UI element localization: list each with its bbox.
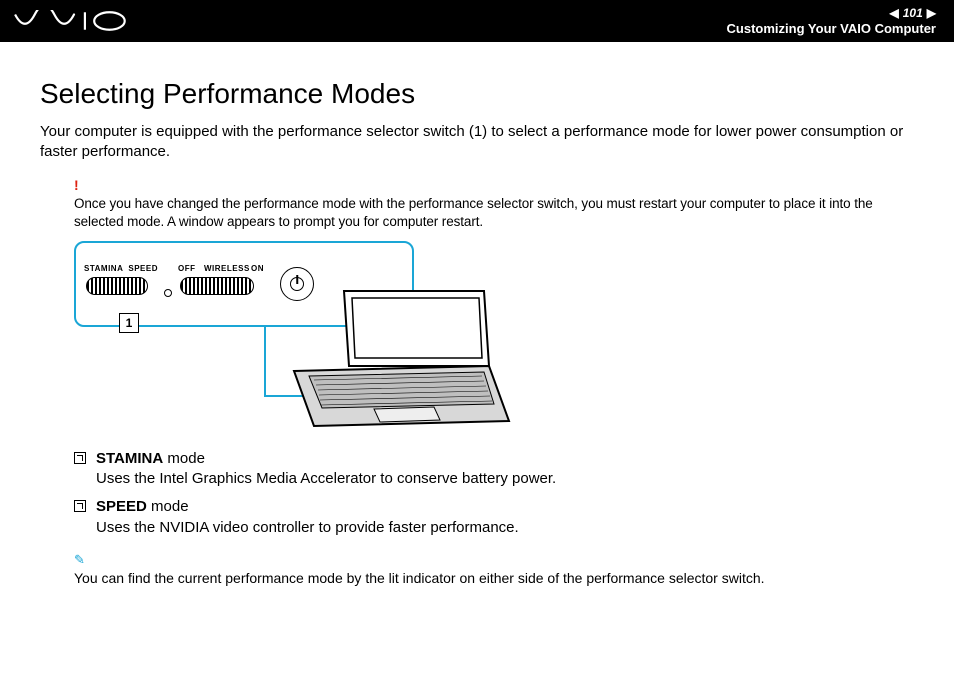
wireless-switch: OFF WIRELESS ON: [180, 259, 262, 309]
next-page-arrow[interactable]: ▶: [927, 6, 936, 20]
page-title: Selecting Performance Modes: [40, 78, 914, 110]
performance-switch: STAMINA SPEED: [86, 259, 156, 309]
mode-desc: Uses the NVIDIA video controller to prov…: [96, 518, 519, 538]
switch2-label-right: ON: [251, 264, 264, 273]
note-block: ✎ You can find the current performance m…: [40, 552, 914, 586]
slider-icon: [86, 277, 148, 295]
switch1-label-left: STAMINA: [84, 264, 123, 273]
mode-title: SPEED mode: [96, 497, 519, 517]
bullet-box-icon: [74, 500, 86, 512]
page-header: ◀ 101 ▶ Customizing Your VAIO Computer: [0, 0, 954, 42]
mode-item: SPEED mode Uses the NVIDIA video control…: [74, 497, 914, 538]
mode-list: STAMINA mode Uses the Intel Graphics Med…: [40, 449, 914, 538]
warning-block: ! Once you have changed the performance …: [40, 177, 914, 231]
note-text: You can find the current performance mod…: [74, 570, 914, 586]
section-title: Customizing Your VAIO Computer: [727, 21, 936, 36]
slider-icon: [180, 277, 254, 295]
indicator-dot-icon: [164, 289, 172, 297]
vaio-logo: [14, 10, 134, 32]
callout-number: 1: [119, 313, 139, 333]
page-number: 101: [903, 6, 923, 20]
page-navigator: ◀ 101 ▶: [890, 6, 937, 20]
page-content: Selecting Performance Modes Your compute…: [0, 42, 954, 606]
laptop-illustration: [284, 286, 514, 431]
prev-page-arrow[interactable]: ◀: [890, 6, 899, 20]
warning-icon: !: [74, 177, 914, 193]
intro-paragraph: Your computer is equipped with the perfo…: [40, 122, 914, 163]
figure: STAMINA SPEED OFF WIRELESS ON 1: [74, 241, 514, 431]
mode-desc: Uses the Intel Graphics Media Accelerato…: [96, 469, 556, 489]
mode-title: STAMINA mode: [96, 449, 556, 469]
mode-item: STAMINA mode Uses the Intel Graphics Med…: [74, 449, 914, 490]
switch2-label-left: OFF: [178, 264, 196, 273]
note-icon: ✎: [74, 552, 914, 568]
switch1-label-right: SPEED: [128, 264, 158, 273]
warning-text: Once you have changed the performance mo…: [74, 195, 914, 231]
callout-leader-line: [264, 327, 266, 397]
bullet-box-icon: [74, 452, 86, 464]
switch2-label-center: WIRELESS: [204, 264, 250, 273]
header-right: ◀ 101 ▶ Customizing Your VAIO Computer: [727, 6, 936, 36]
